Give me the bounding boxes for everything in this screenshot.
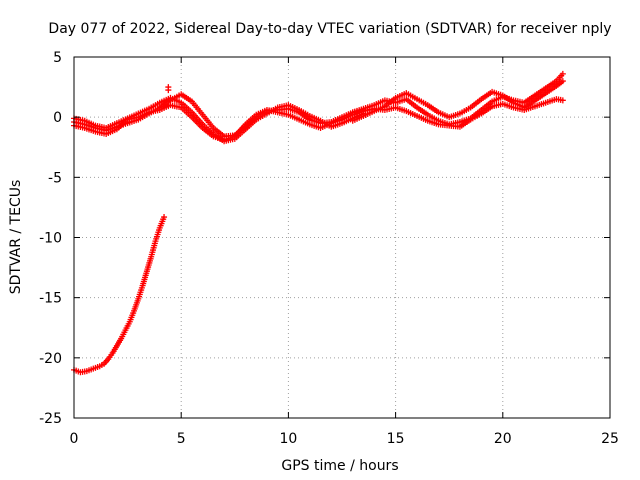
series-arc-f (349, 96, 566, 130)
data-point (559, 97, 566, 104)
x-tick-label: 15 (387, 431, 405, 447)
data-point (165, 87, 172, 94)
series-arc-e (349, 78, 566, 124)
chart-title: Day 077 of 2022, Sidereal Day-to-day VTE… (48, 21, 611, 37)
y-axis-title: SDTVAR / TECUs (8, 180, 24, 295)
y-tick-label: -10 (39, 231, 62, 247)
x-tick-label: 5 (177, 431, 186, 447)
y-tick-label: 0 (53, 110, 62, 126)
axis-ticks: 0 5 10 15 20 25 -25 -20 -15 -10 -5 0 5 (39, 50, 619, 447)
x-tick-label: 10 (279, 431, 297, 447)
y-tick-label: -5 (48, 170, 62, 186)
data-points (71, 70, 566, 376)
y-tick-label: -25 (39, 411, 62, 427)
series-arc-b (71, 94, 367, 145)
data-point (161, 214, 168, 221)
y-tick-label: 5 (53, 50, 62, 66)
y-tick-label: -15 (39, 291, 62, 307)
x-axis-title: GPS time / hours (281, 458, 398, 474)
x-tick-label: 20 (494, 431, 512, 447)
x-tick-label: 0 (70, 431, 79, 447)
data-point (559, 70, 566, 77)
series-arc-c (71, 102, 367, 144)
series-recovering-arc (71, 214, 168, 376)
data-point (559, 78, 566, 85)
x-tick-label: 25 (601, 431, 619, 447)
y-tick-label: -20 (39, 351, 62, 367)
series-isolated-point (165, 84, 172, 94)
